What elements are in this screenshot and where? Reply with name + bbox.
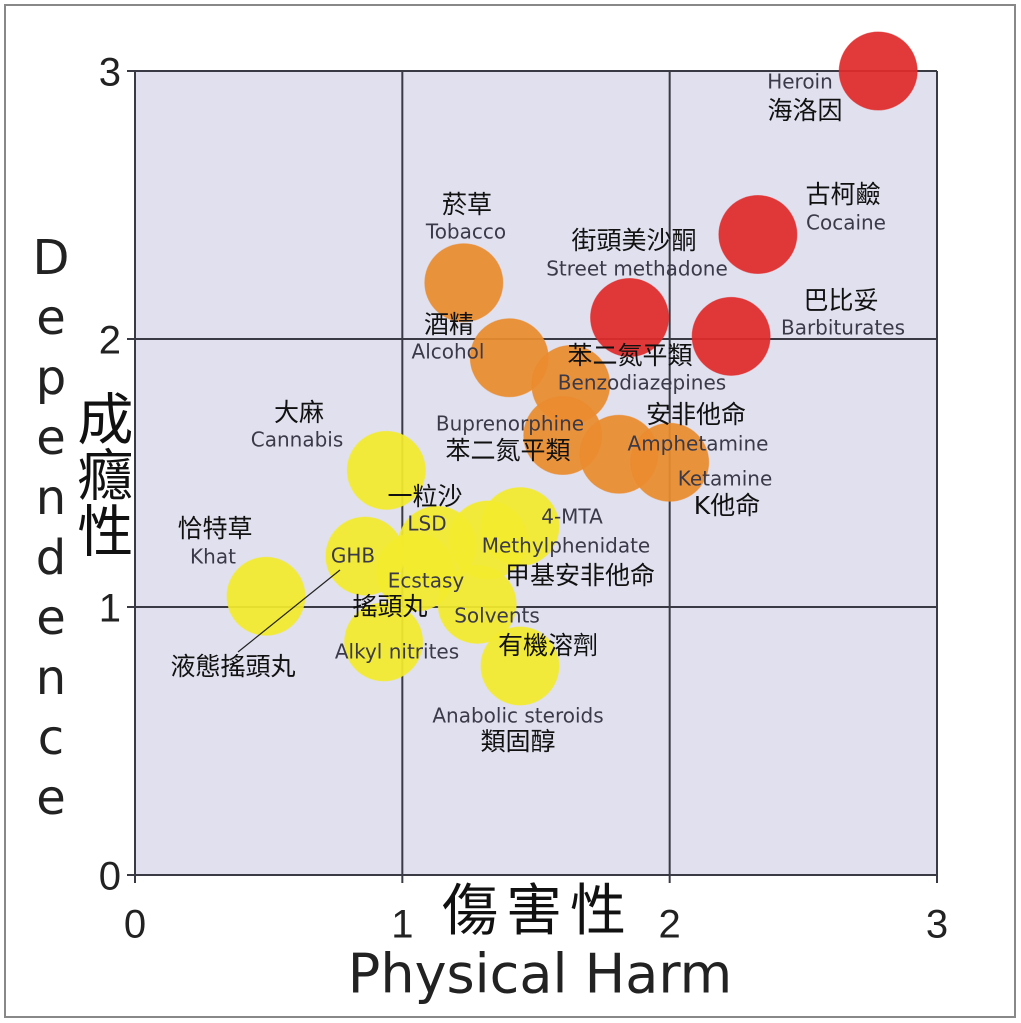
- point-label: Amphetamine: [628, 432, 769, 456]
- point: [630, 422, 710, 502]
- point-label-zh: 甲基安非他命: [505, 561, 655, 590]
- point-label: 4-MTA: [541, 505, 603, 529]
- x-axis-title-zh: 傷害性: [442, 879, 634, 944]
- point: [424, 243, 504, 323]
- x-tick-label: 2: [659, 903, 681, 947]
- point: [437, 564, 517, 644]
- point: [226, 556, 306, 636]
- point: [691, 296, 771, 376]
- point-label: Cannabis: [251, 428, 344, 452]
- point-label-zh: 恰特草: [177, 514, 252, 543]
- point-label-zh: 苯二氮平類: [567, 341, 692, 370]
- x-tick-label: 1: [391, 903, 413, 947]
- y-axis-title-zh: 成癮性: [68, 390, 133, 558]
- point-label: Ecstasy: [388, 569, 465, 593]
- y-tick-label: 0: [99, 855, 121, 899]
- point-label: Alkyl nitrites: [335, 640, 459, 664]
- point-label: Ketamine: [678, 467, 773, 491]
- point-label: Buprenorphine: [436, 412, 584, 436]
- point: [590, 278, 670, 358]
- point: [718, 194, 798, 274]
- point-label: Barbiturates: [781, 316, 905, 340]
- point-label-zh: 海洛因: [767, 96, 842, 125]
- point-label-zh: 古柯鹼: [805, 180, 880, 209]
- point-label: Cocaine: [806, 211, 886, 235]
- leader-line: [237, 569, 341, 653]
- point-label-zh: 菸草: [442, 190, 492, 219]
- point-label: Benzodiazepines: [558, 371, 726, 395]
- point-label: Heroin: [767, 70, 833, 94]
- point-label-zh: 街頭美沙酮: [571, 226, 696, 255]
- y-axis-title: Dependence: [23, 230, 79, 830]
- point-label-zh: 酒精: [424, 310, 474, 339]
- point-label: Khat: [190, 545, 236, 569]
- x-axis-title: Physical Harm: [348, 943, 732, 1006]
- point-label-zh: 有機溶劑: [498, 631, 598, 660]
- point-label-zh: 一粒沙: [387, 482, 462, 511]
- y-tick-label: 3: [99, 51, 121, 95]
- point-label-zh: 巴比妥: [803, 286, 878, 315]
- point-label: GHB: [331, 544, 375, 568]
- point-label-zh: 類固醇: [480, 727, 555, 756]
- point-label-zh: 苯二氮平類: [445, 436, 570, 465]
- point-label-zh: 安非他命: [646, 400, 746, 429]
- x-tick-label: 3: [926, 903, 948, 947]
- point-label-zh: 大麻: [274, 398, 324, 427]
- point-label: Methylphenidate: [482, 534, 650, 558]
- y-tick-label: 2: [99, 319, 121, 363]
- point-label: LSD: [407, 512, 446, 536]
- point-label: Tobacco: [425, 220, 506, 244]
- point: [344, 602, 424, 682]
- point: [480, 626, 560, 706]
- point-label-zh: 液態搖頭丸: [170, 652, 295, 681]
- point-label-zh: 搖頭丸: [352, 592, 427, 621]
- plot-area: [135, 71, 937, 875]
- x-tick-label: 0: [124, 903, 146, 947]
- point-label-zh: K他命: [694, 491, 760, 520]
- point: [838, 31, 918, 111]
- point-label: Street methadone: [546, 257, 728, 281]
- point-label: Solvents: [454, 604, 540, 628]
- point-label: Alcohol: [412, 340, 485, 364]
- point-label: Anabolic steroids: [432, 704, 603, 728]
- y-tick-label: 1: [99, 587, 121, 631]
- point: [346, 430, 426, 510]
